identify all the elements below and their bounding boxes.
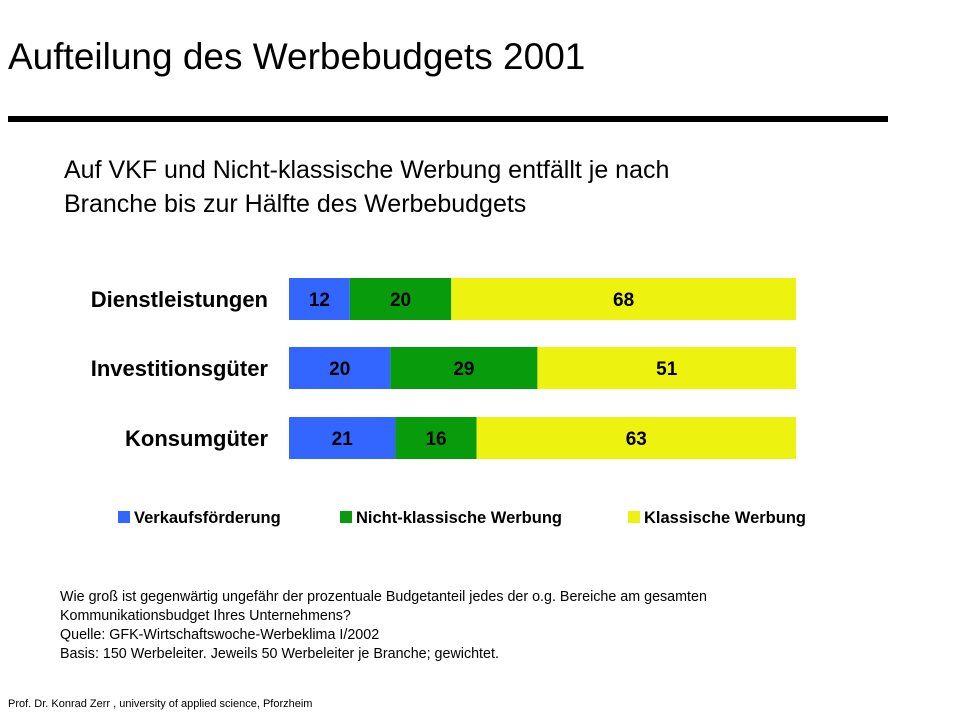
bar-segment (537, 347, 796, 389)
data-label: 29 (453, 359, 474, 380)
bar-segment (451, 278, 796, 320)
bar-segment (289, 347, 391, 389)
footnote-line: Quelle: GFK-Wirtschaftswoche-Werbeklima … (60, 627, 380, 643)
stacked-bar-chart: Dienstleistungen 12 20 68 Investitionsgüter 2… (91, 278, 806, 527)
bar-segment (289, 278, 350, 320)
bar-segment (289, 417, 396, 459)
legend-swatch (340, 511, 352, 523)
category-label: Dienstleistungen (91, 287, 268, 312)
data-label: 68 (613, 290, 634, 311)
bar-segment (349, 278, 452, 320)
legend-label: Nicht-klassische Werbung (356, 509, 562, 527)
footnote-line: Wie groß ist gegenwärtig ungefähr der pr… (60, 589, 707, 605)
title-underline (8, 116, 888, 122)
data-label: 16 (425, 429, 446, 450)
slide-subtitle: Auf VKF und Nicht-klassische Werbung ent… (64, 153, 669, 221)
legend-swatch (628, 511, 640, 523)
author-footer: Prof. Dr. Konrad Zerr , university of ap… (8, 698, 313, 710)
category-label: Konsumgüter (125, 426, 268, 451)
legend-swatch (118, 511, 130, 523)
legend-label: Verkaufsförderung (134, 509, 281, 527)
bar-segment (390, 347, 538, 389)
data-label: 20 (329, 359, 350, 380)
subtitle-line: Auf VKF und Nicht-klassische Werbung ent… (64, 156, 670, 184)
data-label: 51 (656, 359, 678, 380)
data-label: 63 (626, 429, 647, 450)
category-label: Investitionsgüter (91, 356, 269, 381)
footnote-line: Kommunikationsbudget Ihres Unternehmens? (60, 608, 351, 624)
slide-title: Aufteilung des Werbebudgets 2001 (8, 36, 586, 77)
data-label: 20 (390, 290, 411, 311)
footnote-line: Basis: 150 Werbeleiter. Jeweils 50 Werbe… (60, 646, 499, 662)
legend-label: Klassische Werbung (644, 509, 806, 527)
subtitle-line: Branche bis zur Hälfte des Werbebudgets (64, 190, 527, 218)
data-label: 12 (309, 290, 330, 311)
bar-segment (395, 417, 477, 459)
data-label: 21 (332, 429, 354, 450)
bar-segment (476, 417, 796, 459)
survey-footnote: Wie groß ist gegenwärtig ungefähr der pr… (60, 588, 707, 664)
